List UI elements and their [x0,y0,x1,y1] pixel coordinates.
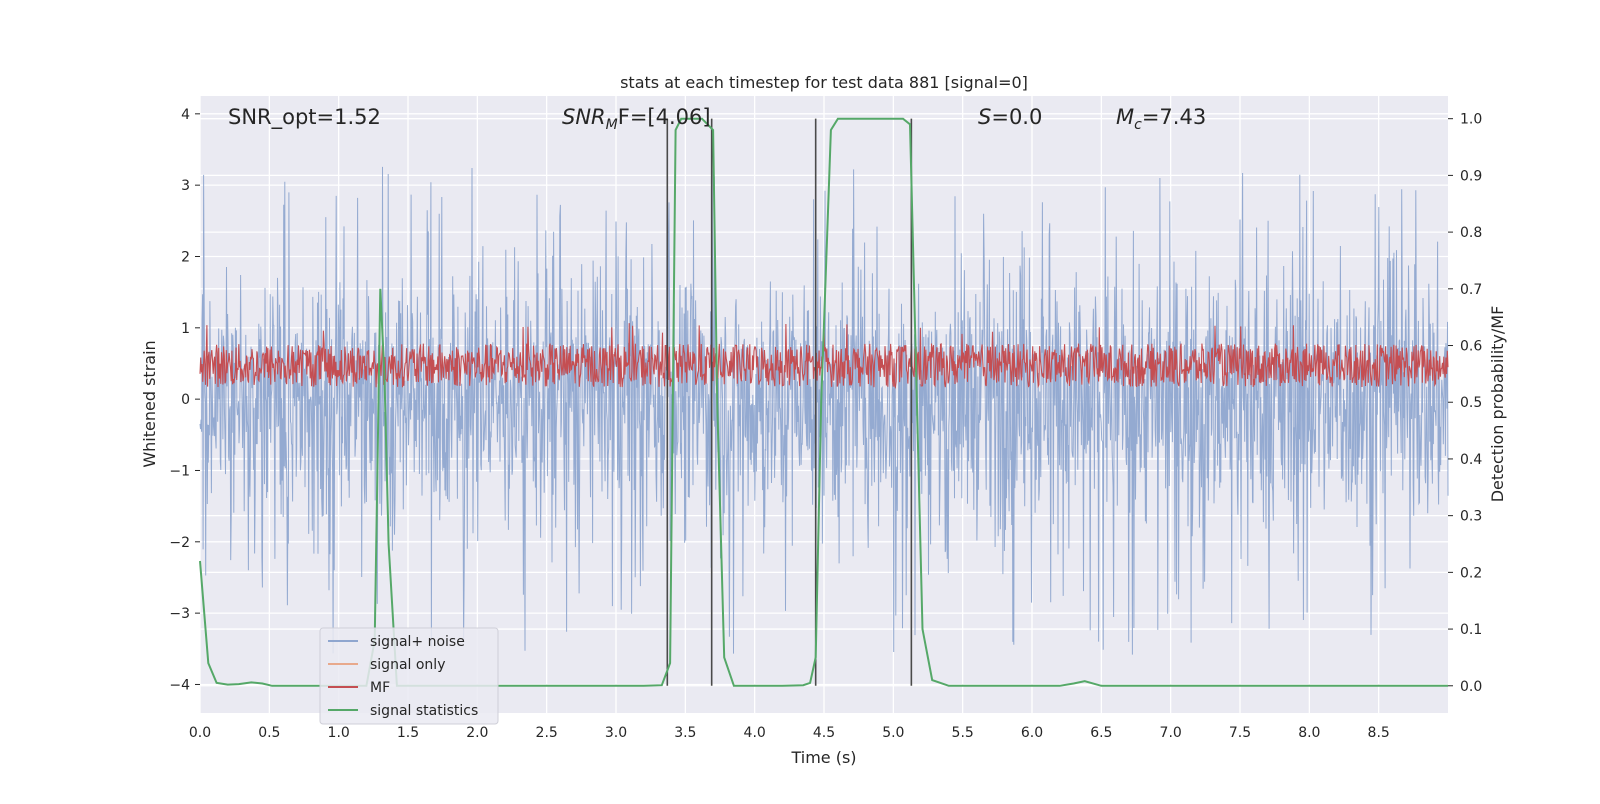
y-tick-label-left-8: −4 [169,677,190,693]
y-tick-label-right-4: 0.6 [1460,339,1482,355]
y-tick-label-left-7: −3 [169,606,190,622]
y-tick-label-right-3: 0.7 [1460,282,1482,298]
snr-mf-tail: F=[4.06] [618,105,711,129]
vertical-markers [666,118,913,686]
y-axis-right-ticks: 1.0 0.9 0.8 0.7 0.6 0.5 0.4 0.3 0.2 0.1 0.0 [1448,112,1482,695]
snr-mf-base: SNR [562,105,606,129]
x-tick-label-11: 5.5 [952,725,974,741]
mc-annotation: Mc=7.43 [1116,105,1206,133]
x-tick-label-14: 7.0 [1160,725,1182,741]
x-tick-label-16: 8.0 [1298,725,1320,741]
y-axis-left-ticks: 4 3 2 1 0 −1 −2 −3 −4 [169,107,200,693]
legend-box [319,627,499,725]
legend: signal+ noise signal only MF signal stat… [319,627,499,725]
s-annotation: S=0.0 [978,105,1042,129]
x-tick-label-1: 0.5 [258,725,280,741]
snr-mf-sub: M [606,117,618,133]
x-tick-label-15: 7.5 [1229,725,1251,741]
y-tick-label-right-0: 1.0 [1460,112,1482,128]
x-tick-label-3: 1.5 [397,725,419,741]
mc-val: =7.43 [1142,105,1206,129]
y-tick-label-right-9: 0.1 [1460,622,1482,638]
legend-label-signal-only: signal only [370,657,445,673]
x-tick-label-13: 6.5 [1090,725,1112,741]
x-tick-label-8: 4.0 [744,725,766,741]
y-tick-label-right-1: 0.9 [1460,168,1482,184]
snr-opt-annotation: SNR_opt=1.52 [228,105,381,130]
y-tick-label-left-1: 3 [181,178,190,194]
y-tick-label-left-4: 0 [181,392,190,408]
mc-sub: c [1134,117,1142,133]
y-tick-label-right-8: 0.2 [1460,565,1482,581]
x-tick-label-2: 1.0 [328,725,350,741]
signal-noise-line [199,166,1449,655]
signal-noise-series [199,166,1449,655]
y-tick-label-left-0: 4 [181,107,190,123]
x-tick-label-6: 3.0 [605,725,627,741]
snr-mf-annotation: SNRMF=[4.06] [562,105,711,133]
x-tick-label-9: 4.5 [813,725,835,741]
x-axis-ticks: 0.0 0.5 1.0 1.5 2.0 2.5 3.0 3.5 4.0 4.5 5.0 5.5 6.0 6… [189,725,1390,741]
s-val: =0.0 [991,105,1042,129]
y-tick-label-left-2: 2 [181,249,190,265]
y-tick-label-left-6: −2 [169,535,190,551]
legend-label-signal-statistics: signal statistics [370,703,478,719]
legend-label-signal-noise: signal+ noise [370,634,465,650]
x-tick-label-7: 3.5 [674,725,696,741]
chart-title: stats at each timestep for test data 881… [620,73,1028,92]
x-tick-label-17: 8.5 [1368,725,1390,741]
y-tick-label-right-10: 0.0 [1460,679,1482,695]
legend-label-mf: MF [370,680,390,696]
x-tick-label-10: 5.0 [882,725,904,741]
s-var: S [978,105,991,129]
y-tick-label-right-7: 0.3 [1460,509,1482,525]
x-axis-label: Time (s) [790,748,856,767]
x-tick-label-0: 0.0 [189,725,211,741]
y-tick-label-right-6: 0.4 [1460,452,1482,468]
y-axis-left-label: Whitened strain [140,340,159,467]
y-tick-label-right-5: 0.5 [1460,395,1482,411]
mc-var: M [1116,105,1134,129]
y-tick-label-left-5: −1 [169,463,190,479]
x-tick-label-5: 2.5 [536,725,558,741]
y-axis-right-label: Detection probability/MF [1488,306,1507,503]
x-tick-label-12: 6.0 [1021,725,1043,741]
x-tick-label-4: 2.0 [466,725,488,741]
y-tick-label-right-2: 0.8 [1460,225,1482,241]
y-tick-label-left-3: 1 [181,321,190,337]
